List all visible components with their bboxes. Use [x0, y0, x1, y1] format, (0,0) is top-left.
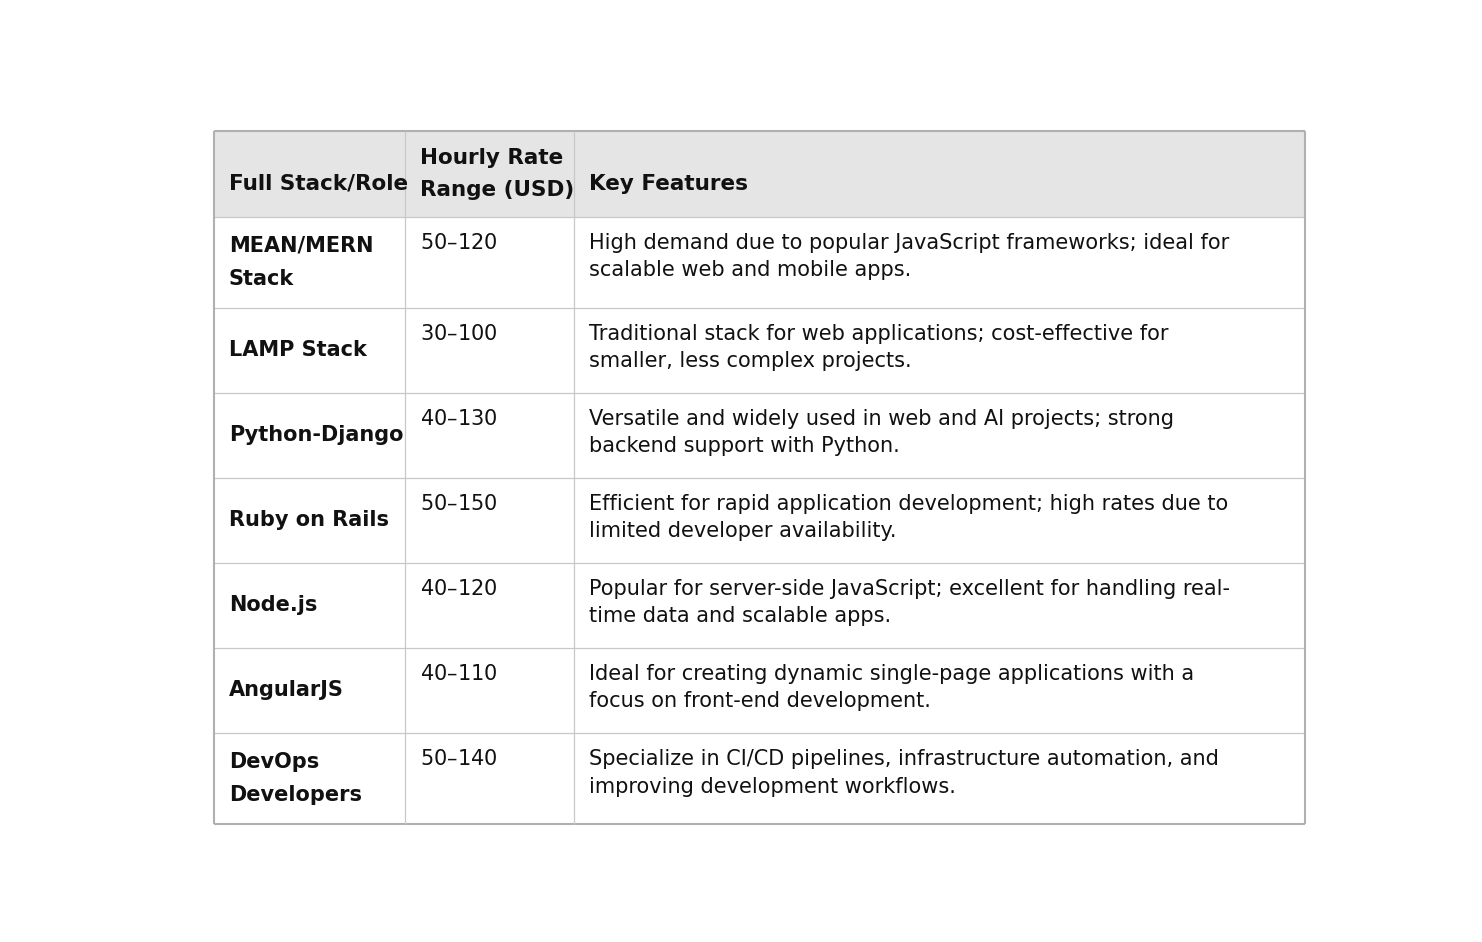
- Bar: [213, 217, 405, 308]
- Bar: [213, 733, 405, 824]
- Text: Hourly Rate
Range (USD): Hourly Rate Range (USD): [419, 148, 574, 201]
- Text: smaller, less complex projects.: smaller, less complex projects.: [588, 351, 911, 371]
- Bar: [405, 308, 574, 393]
- Text: MEAN/MERN
Stack: MEAN/MERN Stack: [228, 236, 373, 289]
- Text: $40–$110: $40–$110: [419, 664, 498, 684]
- Text: $40–$120: $40–$120: [419, 579, 498, 599]
- Bar: [574, 733, 1306, 824]
- Bar: [574, 648, 1306, 733]
- Bar: [213, 563, 405, 648]
- Text: LAMP Stack: LAMP Stack: [228, 340, 366, 361]
- Text: Full Stack/Role: Full Stack/Role: [228, 173, 408, 194]
- Bar: [213, 308, 405, 393]
- Text: Popular for server-side JavaScript; excellent for handling real-: Popular for server-side JavaScript; exce…: [588, 579, 1230, 599]
- Bar: [405, 217, 574, 308]
- Text: limited developer availability.: limited developer availability.: [588, 522, 897, 542]
- Bar: [574, 478, 1306, 563]
- Bar: [213, 478, 405, 563]
- Text: High demand due to popular JavaScript frameworks; ideal for: High demand due to popular JavaScript fr…: [588, 233, 1229, 252]
- Bar: [405, 131, 574, 217]
- Bar: [213, 131, 405, 217]
- Text: Efficient for rapid application development; high rates due to: Efficient for rapid application developm…: [588, 494, 1229, 513]
- Text: improving development workflows.: improving development workflows.: [588, 776, 956, 797]
- Text: $50–$150: $50–$150: [419, 494, 498, 513]
- Bar: [213, 648, 405, 733]
- Text: $30–$100: $30–$100: [419, 324, 498, 344]
- Bar: [574, 131, 1306, 217]
- Text: $40–$130: $40–$130: [419, 409, 498, 429]
- Bar: [574, 217, 1306, 308]
- Bar: [574, 308, 1306, 393]
- Bar: [405, 563, 574, 648]
- Text: backend support with Python.: backend support with Python.: [588, 436, 900, 456]
- Text: Node.js: Node.js: [228, 595, 317, 615]
- Text: Versatile and widely used in web and AI projects; strong: Versatile and widely used in web and AI …: [588, 409, 1174, 429]
- Text: scalable web and mobile apps.: scalable web and mobile apps.: [588, 261, 911, 281]
- Text: Specialize in CI/CD pipelines, infrastructure automation, and: Specialize in CI/CD pipelines, infrastru…: [588, 749, 1218, 769]
- Bar: [405, 393, 574, 478]
- Text: Key Features: Key Features: [588, 173, 748, 194]
- Text: focus on front-end development.: focus on front-end development.: [588, 691, 931, 711]
- Text: Python-Django: Python-Django: [228, 426, 403, 446]
- Bar: [574, 393, 1306, 478]
- Text: Ruby on Rails: Ruby on Rails: [228, 511, 388, 530]
- Bar: [574, 563, 1306, 648]
- Bar: [405, 733, 574, 824]
- Text: DevOps
Developers: DevOps Developers: [228, 752, 362, 804]
- Bar: [405, 648, 574, 733]
- Text: $50–$140: $50–$140: [419, 749, 498, 769]
- Text: AngularJS: AngularJS: [228, 680, 344, 701]
- Text: $50–$120: $50–$120: [419, 233, 498, 252]
- Text: Traditional stack for web applications; cost-effective for: Traditional stack for web applications; …: [588, 324, 1168, 344]
- Text: time data and scalable apps.: time data and scalable apps.: [588, 607, 891, 626]
- Text: Ideal for creating dynamic single-page applications with a: Ideal for creating dynamic single-page a…: [588, 664, 1194, 684]
- Bar: [405, 478, 574, 563]
- Bar: [213, 393, 405, 478]
